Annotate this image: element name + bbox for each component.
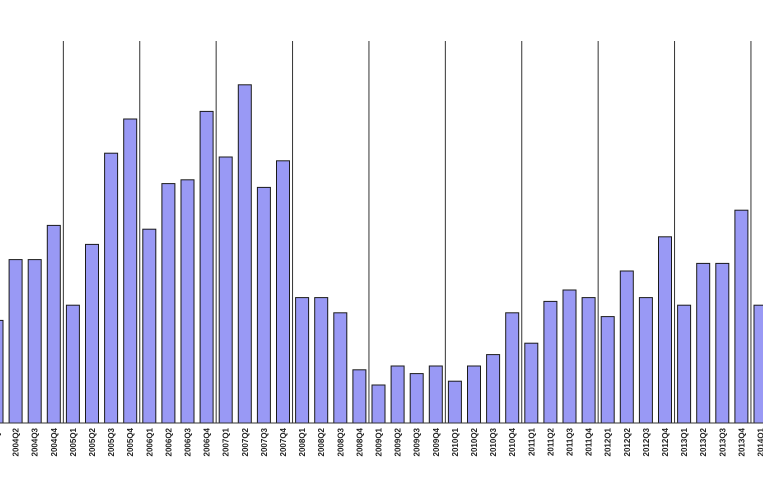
x-tick-label: 2011Q3 [566, 427, 575, 456]
bar-2012Q2 [619, 270, 634, 424]
x-tick-label: 2013Q3 [718, 427, 727, 456]
bar-2010Q1 [447, 380, 462, 424]
x-tick-label: 2011Q4 [585, 427, 594, 456]
bar-2008Q3 [333, 312, 348, 424]
bar-2010Q3 [486, 354, 501, 424]
bar-2009Q1 [371, 384, 386, 424]
x-tick-label: 2007Q2 [241, 427, 250, 456]
bar-2004Q2 [8, 259, 23, 424]
bar-2004Q4 [46, 224, 61, 424]
x-tick-label: 2007Q1 [222, 427, 231, 456]
bar-2008Q2 [314, 297, 329, 424]
bar-2013Q3 [715, 262, 730, 424]
x-tick-label: 2014Q1 [757, 427, 763, 456]
x-tick-label: 2013Q4 [737, 427, 746, 456]
x-tick-label: 2011Q2 [546, 427, 555, 456]
x-tick-label: 2012Q3 [642, 427, 651, 456]
bar-2005Q4 [123, 118, 138, 424]
x-tick-label: 2007Q3 [260, 427, 269, 456]
x-tick-label: 2005Q1 [69, 427, 78, 456]
x-tick-label: 2010Q2 [470, 427, 479, 456]
x-tick-label: 2005Q3 [107, 427, 116, 456]
x-tick-labels: 2004Q1 2004Q2 2004Q3 2004Q4 2005Q1 2005Q2 2005… [0, 427, 763, 456]
x-tick-label: 2010Q3 [489, 427, 498, 456]
x-tick-label: 2011Q1 [527, 427, 536, 456]
x-tick-label: 2012Q2 [623, 427, 632, 456]
x-tick-label: 2010Q4 [508, 427, 517, 456]
bar-2012Q3 [638, 297, 653, 424]
x-tick-label: 2013Q2 [699, 427, 708, 456]
bar-2009Q2 [390, 365, 405, 424]
bar-2011Q1 [524, 342, 539, 424]
x-tick-label: 2008Q2 [317, 427, 326, 456]
bar-2011Q2 [543, 300, 558, 424]
bar-2011Q3 [562, 289, 577, 424]
bar-2009Q3 [409, 373, 424, 424]
x-tick-label: 2006Q3 [184, 427, 193, 456]
x-tick-label: 2008Q4 [355, 427, 364, 456]
x-tick-label: 2004Q1 [0, 427, 2, 456]
bar-2006Q4 [199, 110, 214, 424]
x-tick-label: 2010Q1 [451, 427, 460, 456]
bar-2014Q1 [753, 304, 763, 424]
bar-2008Q4 [352, 369, 367, 424]
bar-2011Q4 [581, 297, 596, 424]
x-tick-label: 2009Q1 [375, 427, 384, 456]
bar-2012Q4 [658, 236, 672, 424]
x-tick-label: 2005Q2 [88, 427, 97, 456]
bar-2010Q4 [505, 312, 520, 424]
bar-2005Q3 [104, 152, 119, 424]
bar-2008Q1 [295, 297, 310, 424]
x-tick-label: 2008Q3 [336, 427, 345, 456]
bar-2006Q3 [180, 179, 195, 424]
bar-2013Q2 [696, 262, 711, 424]
bar-2006Q1 [142, 228, 157, 424]
bar-2009Q4 [428, 365, 443, 424]
x-tick-label: 2008Q1 [298, 427, 307, 456]
x-tick-label: 2009Q3 [413, 427, 422, 456]
bar-2007Q1 [218, 156, 233, 424]
x-tick-label: 2007Q4 [279, 427, 288, 456]
x-tick-label: 2013Q1 [680, 427, 689, 456]
x-tick-label: 2006Q4 [203, 427, 212, 456]
bar-2005Q1 [65, 304, 80, 424]
x-tick-label: 2004Q4 [50, 427, 59, 456]
bars [0, 84, 763, 424]
x-tick-label: 2009Q2 [394, 427, 403, 456]
bar-2006Q2 [161, 183, 176, 424]
bar-2013Q4 [734, 209, 749, 424]
x-tick-label: 2006Q1 [145, 427, 154, 456]
bar-2007Q3 [256, 186, 271, 424]
bar-2005Q2 [85, 243, 99, 424]
x-tick-label: 2009Q4 [432, 427, 441, 456]
bar-2004Q1 [0, 319, 4, 424]
bar-2010Q2 [467, 365, 481, 424]
bar-2012Q1 [600, 316, 615, 424]
x-tick-label: 2012Q4 [661, 427, 670, 456]
bar-2004Q3 [27, 259, 42, 424]
x-tick-label: 2004Q2 [12, 427, 21, 456]
x-tick-label: 2005Q4 [126, 427, 135, 456]
bar-2007Q4 [276, 160, 290, 424]
bar-2007Q2 [237, 84, 252, 424]
x-tick-label: 2006Q2 [164, 427, 173, 456]
x-tick-label: 2004Q3 [31, 427, 40, 456]
x-tick-label: 2012Q1 [604, 427, 613, 456]
bar-2013Q1 [677, 304, 692, 424]
year-gridlines [62, 41, 752, 423]
